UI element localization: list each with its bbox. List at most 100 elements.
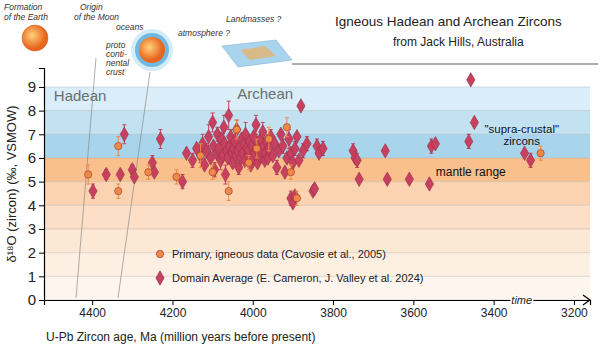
legend-marker	[156, 250, 163, 257]
y-tick: 4	[28, 197, 44, 214]
y-tick-mark	[39, 182, 44, 183]
point	[526, 153, 534, 167]
point	[221, 167, 229, 181]
x-tick-mark	[333, 300, 334, 305]
bands	[44, 87, 590, 300]
x-tick: 4000	[240, 300, 267, 320]
x-tick-label: 3800	[320, 306, 347, 320]
y-tick: 2	[28, 244, 44, 261]
y-tick-mark	[39, 300, 44, 301]
illustration-label: Formation	[4, 2, 43, 12]
point	[381, 144, 389, 158]
annotations: HadeanArchean"supra-crustal"zirconsmantl…	[54, 85, 559, 306]
point	[537, 150, 544, 157]
decoration	[22, 25, 598, 298]
x-tick-label: 3400	[481, 306, 508, 320]
y-tick-label: 0	[28, 291, 36, 308]
landmass-land	[240, 46, 276, 60]
y-tick-mark	[39, 111, 44, 112]
annotation: "supra-crustal"	[484, 123, 559, 135]
point	[293, 195, 300, 202]
crust-icon	[139, 37, 165, 63]
point	[293, 129, 301, 143]
point	[102, 167, 110, 181]
title: Igneous Hadean and Archean Zircons	[335, 14, 562, 29]
y-tick-label: 4	[28, 197, 36, 214]
point	[130, 170, 138, 184]
y-tick-mark	[39, 87, 44, 88]
x-tick-label: 3200	[561, 306, 588, 320]
y-tick-label: 7	[28, 126, 36, 143]
y-tick-mark	[39, 229, 44, 230]
point	[245, 159, 252, 166]
point	[265, 135, 272, 142]
x-tick: 4400	[79, 300, 106, 320]
annotation: time	[511, 294, 532, 306]
point	[188, 153, 196, 167]
x-tick-mark	[92, 300, 93, 305]
y-axis-line	[39, 69, 45, 301]
band	[44, 205, 590, 229]
illustration-label: Landmasses ?	[226, 14, 282, 24]
x-tick: 4200	[160, 300, 187, 320]
x-tick: 3600	[401, 300, 428, 320]
point	[120, 127, 128, 141]
landmass-icon	[222, 40, 292, 67]
point	[89, 184, 97, 198]
y-tick-mark	[39, 276, 44, 277]
y-axis-title: δ¹⁸O (zircon) (‰, VSMOW)	[4, 105, 19, 262]
point	[209, 169, 216, 176]
y-tick-mark	[39, 253, 44, 254]
point	[467, 73, 475, 87]
x-tick-mark	[494, 300, 495, 305]
x-axis-line	[45, 301, 591, 306]
annotation: zircons	[504, 135, 541, 147]
y-tick-label: 5	[28, 173, 36, 190]
point	[115, 187, 122, 194]
point	[225, 108, 233, 122]
band	[44, 182, 590, 206]
point	[225, 187, 232, 194]
y-tick: 7	[28, 126, 44, 143]
x-axis-arrow	[583, 295, 590, 305]
y-tick-label: 2	[28, 244, 36, 261]
point	[303, 137, 311, 151]
point	[208, 115, 216, 129]
x-tick: 3200	[561, 300, 588, 320]
point	[283, 124, 290, 131]
legend: Primary, igneous data (Cavosie et al., 2…	[156, 248, 424, 285]
y-tick: 1	[28, 268, 44, 285]
point	[252, 118, 260, 132]
subtitle: from Jack Hills, Australia	[393, 35, 524, 49]
illustration-label: of the Moon	[74, 12, 119, 22]
point	[116, 167, 124, 181]
y-tick: 0	[28, 291, 44, 308]
y-axis: 0123456789	[28, 69, 45, 309]
annotation: mantle range	[436, 165, 506, 179]
illustration-label: crust	[106, 67, 125, 77]
x-tick: 3800	[320, 300, 347, 320]
y-tick-label: 3	[28, 220, 36, 237]
point	[310, 182, 318, 196]
grid	[44, 87, 590, 300]
grid-line	[44, 110, 590, 111]
x-tick-label: 4400	[79, 306, 106, 320]
point	[353, 153, 361, 167]
point	[253, 145, 260, 152]
point	[197, 152, 204, 159]
point	[287, 169, 294, 176]
x-tick-label: 4000	[240, 306, 267, 320]
band	[44, 158, 590, 182]
x-axis-title: U-Pb Zircon age, Ma (million years befor…	[46, 330, 315, 344]
point	[115, 142, 122, 149]
y-tick: 6	[28, 149, 44, 166]
ocean-icon	[135, 33, 169, 67]
y-tick-label: 6	[28, 149, 36, 166]
x-tick-mark	[172, 300, 173, 305]
x-tick-mark	[413, 300, 414, 305]
annotation: Archean	[237, 85, 293, 102]
y-tick-label: 9	[28, 78, 36, 95]
grid-line	[44, 86, 590, 87]
y-tick-mark	[39, 205, 44, 206]
point	[220, 120, 228, 134]
